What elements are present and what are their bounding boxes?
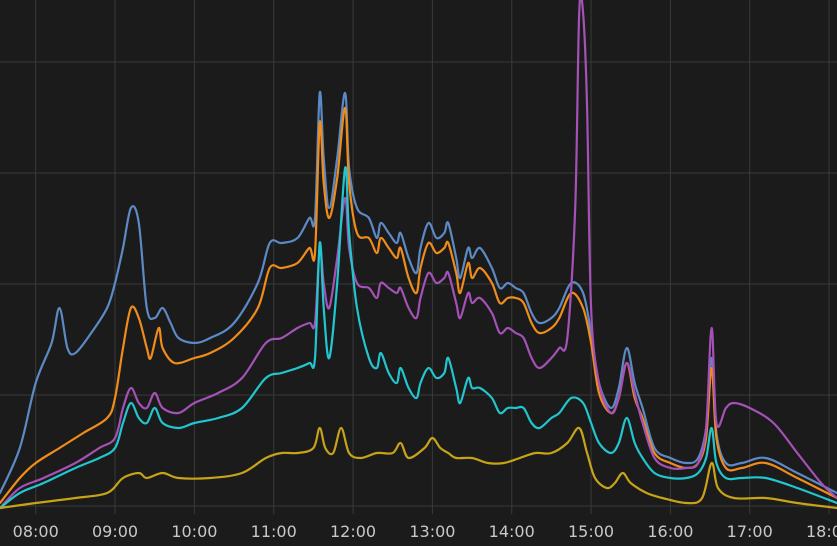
x-tick-label: 18:00: [806, 522, 837, 541]
series-line-1: [0, 90, 837, 495]
series-line-4: [0, 166, 837, 510]
x-tick-label: 13:00: [409, 522, 455, 541]
x-tick-label: 11:00: [251, 522, 297, 541]
series-group: [0, 0, 837, 510]
series-line-3: [0, 0, 837, 510]
series-line-2: [0, 106, 837, 505]
x-tick-label: 17:00: [727, 522, 773, 541]
x-tick-label: 15:00: [568, 522, 614, 541]
x-axis-ticks: 08:00 09:00 10:00 11:00 12:00 13:00 14:00 15:00…: [13, 522, 837, 541]
x-tick-label: 16:00: [647, 522, 693, 541]
x-tick-label: 10:00: [171, 522, 217, 541]
series-line-5: [0, 426, 837, 510]
x-tick-label: 14:00: [489, 522, 535, 541]
x-tick-label: 08:00: [13, 522, 59, 541]
x-tick-label: 09:00: [92, 522, 138, 541]
x-tick-label: 12:00: [330, 522, 376, 541]
